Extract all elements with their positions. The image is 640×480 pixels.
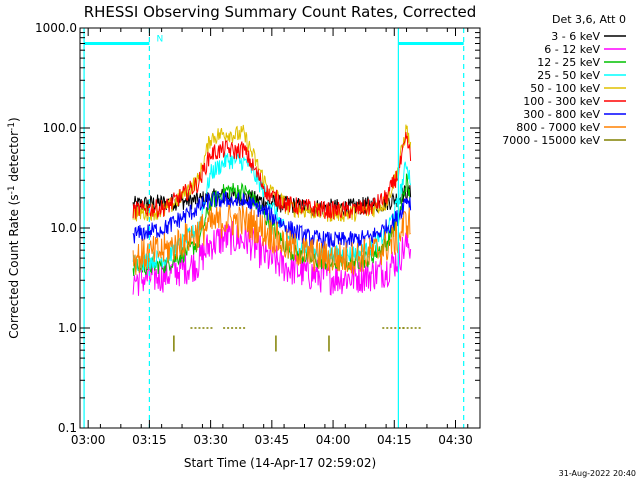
y-tick-label: 1000.0 <box>35 21 77 35</box>
y-tick-label: 100.0 <box>43 121 77 135</box>
cyan-marker-layer: N <box>83 28 465 428</box>
cyan-marker-label: N <box>156 34 163 44</box>
legend-label: 7000 - 15000 keV <box>502 134 600 147</box>
legend-label: 6 - 12 keV <box>544 43 600 56</box>
legend-label: 50 - 100 keV <box>530 82 600 95</box>
y-tick-label: 10.0 <box>50 221 77 235</box>
x-tick-label: 03:00 <box>71 433 106 447</box>
x-tick-label: 04:15 <box>377 433 412 447</box>
date-stamp: 31-Aug-2022 20:40 <box>559 469 636 478</box>
tick-layer: 03:00 03:15 03:30 03:45 04:00 04:15 04:30 0.1 1.… <box>35 21 480 447</box>
series-layer <box>132 124 423 352</box>
x-tick-label: 03:45 <box>255 433 290 447</box>
x-axis-label: Start Time (14-Apr-17 02:59:02) <box>184 456 376 470</box>
series-6-12-kev-line <box>132 220 412 296</box>
legend-label: 3 - 6 keV <box>551 30 600 43</box>
x-tick-label: 03:15 <box>132 433 167 447</box>
legend-label: 100 - 300 keV <box>523 95 600 108</box>
legend-title: Det 3,6, Att 0 <box>552 13 626 26</box>
legend-label: 800 - 7000 keV <box>516 121 600 134</box>
legend-label: 25 - 50 keV <box>537 69 600 82</box>
series-100-300-kev-line <box>132 131 412 220</box>
x-tick-label: 04:30 <box>438 433 473 447</box>
y-tick-label: 1.0 <box>58 321 77 335</box>
y-axis-label: Corrected Count Rate (s-1 detector-1) <box>7 117 21 338</box>
y-tick-label: 0.1 <box>58 421 77 435</box>
x-tick-label: 04:00 <box>316 433 351 447</box>
series-800-7000-kev-line <box>132 204 411 275</box>
chart-title: RHESSI Observing Summary Count Rates, Co… <box>84 3 477 21</box>
legend-label: 300 - 800 keV <box>523 108 600 121</box>
legend-label: 12 - 25 keV <box>537 56 600 69</box>
x-tick-label: 03:30 <box>193 433 228 447</box>
